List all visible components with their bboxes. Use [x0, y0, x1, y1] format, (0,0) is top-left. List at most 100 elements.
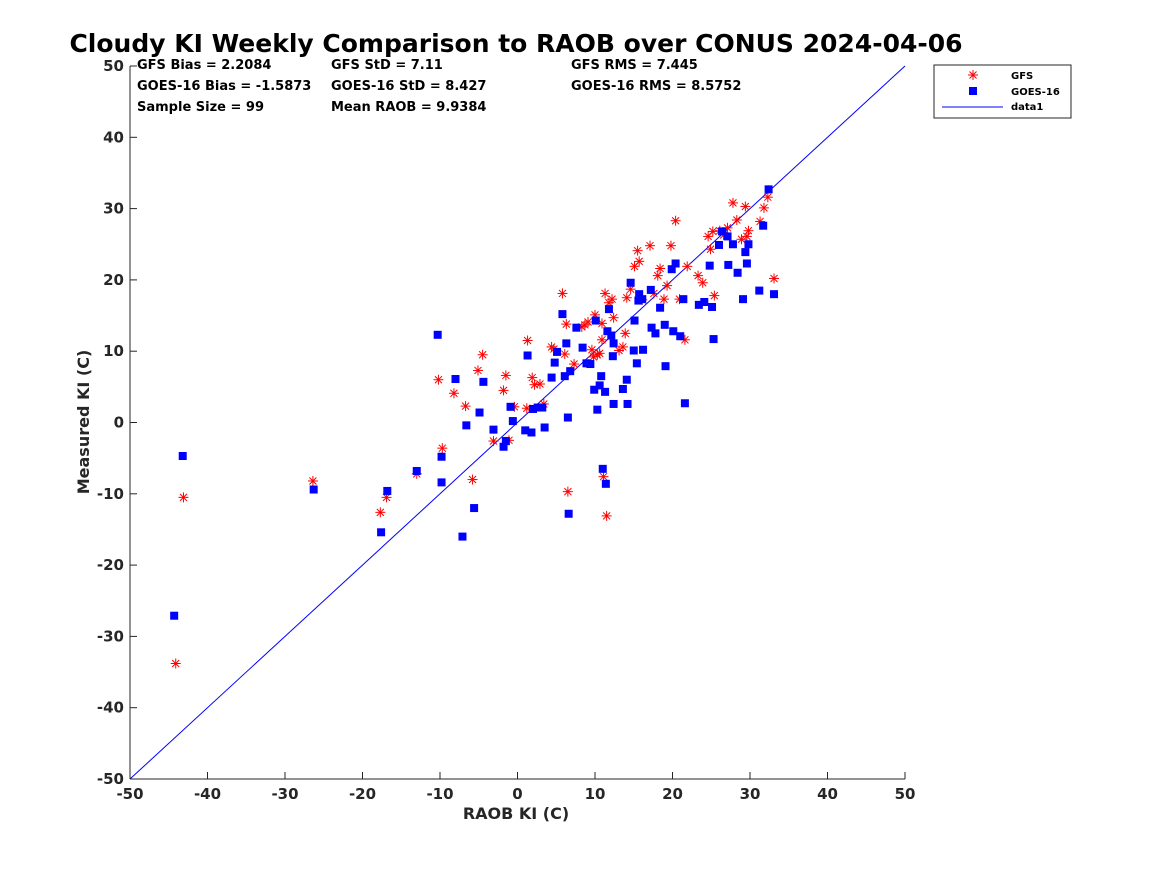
- axes: -50 -40 -30 -20 -10 0 10 20 30 40 50 -50-40-30-20-…: [97, 57, 916, 803]
- goes16-point: [564, 509, 573, 518]
- gfs-point: [601, 510, 612, 521]
- goes16-point: [523, 351, 532, 360]
- gfs-point: [652, 270, 663, 281]
- goes16-point: [547, 373, 556, 382]
- y-tick-label: -50: [97, 770, 124, 788]
- goes16-point: [661, 362, 670, 371]
- goes16-point: [638, 295, 647, 304]
- y-tick-label: -30: [97, 627, 124, 645]
- goes16-point: [383, 486, 392, 495]
- goes16-point: [626, 278, 635, 287]
- goes16-point: [593, 405, 602, 414]
- stat-goes-bias: GOES-16 Bias = -1.5873: [137, 79, 311, 94]
- gfs-point: [608, 312, 619, 323]
- gfs-point: [561, 319, 572, 330]
- legend-symbol-gfs: [968, 70, 978, 80]
- x-tick-label: -20: [349, 785, 376, 803]
- goes16-point: [700, 298, 709, 307]
- y-tick-label: 20: [103, 271, 124, 289]
- goes16-point: [728, 240, 737, 249]
- legend-label-gfs: GFS: [1011, 71, 1033, 82]
- gfs-point: [620, 328, 631, 339]
- stat-sample-size: Sample Size = 99: [137, 100, 264, 115]
- goes16-point: [178, 452, 187, 461]
- stat-gfs-bias: GFS Bias = 2.2084: [137, 58, 271, 73]
- gfs-point: [472, 365, 483, 376]
- gfs-point: [705, 244, 716, 255]
- x-tick-label: 20: [662, 785, 683, 803]
- goes16-point: [479, 377, 488, 386]
- goes16-point: [660, 320, 669, 329]
- goes16-point: [709, 335, 718, 344]
- gfs-point: [665, 240, 676, 251]
- goes16-point: [170, 611, 179, 620]
- goes16-point: [742, 259, 751, 268]
- legend-symbol-goes16: [969, 87, 977, 95]
- goes16-point: [475, 408, 484, 417]
- goes16-point: [538, 403, 547, 412]
- gfs-point: [559, 349, 570, 360]
- goes16-point: [590, 385, 599, 394]
- goes16-point: [679, 295, 688, 304]
- goes16-point: [733, 268, 742, 277]
- y-tick-label: 10: [103, 342, 124, 360]
- series-gfs: [170, 192, 780, 669]
- gfs-point: [655, 263, 666, 274]
- goes16-point: [632, 359, 641, 368]
- goes16-point: [309, 485, 318, 494]
- goes16-point: [499, 442, 508, 451]
- goes16-point: [586, 360, 595, 369]
- gfs-point: [736, 234, 747, 245]
- gfs-point: [594, 348, 605, 359]
- legend-label-goes16: GOES-16: [1011, 87, 1060, 98]
- legend: GFS GOES-16 data1: [933, 64, 1072, 119]
- gfs-point: [662, 280, 673, 291]
- goes16-point: [533, 403, 542, 412]
- gfs-point: [621, 292, 632, 303]
- goes16-point: [527, 428, 536, 437]
- goes16-point: [566, 367, 575, 376]
- x-tick-label: 30: [740, 785, 761, 803]
- gfs-point: [448, 388, 459, 399]
- goes16-point: [770, 290, 779, 299]
- y-tick-label: 0: [114, 414, 124, 432]
- gfs-point: [629, 261, 640, 272]
- gfs-point: [707, 226, 718, 237]
- goes16-point: [598, 464, 607, 473]
- gfs-point: [727, 197, 738, 208]
- gfs-point: [586, 344, 597, 355]
- goes16-point: [607, 331, 616, 340]
- goes16-point: [759, 221, 768, 230]
- goes16-point: [508, 417, 517, 426]
- x-tick-label: -10: [426, 785, 453, 803]
- goes16-point: [558, 310, 567, 319]
- x-axis-label: RAOB KI (C): [463, 804, 569, 823]
- gfs-point: [607, 294, 618, 305]
- stat-gfs-std: GFS StD = 7.11: [331, 58, 443, 73]
- gfs-point: [743, 225, 754, 236]
- goes16-point: [550, 358, 559, 367]
- gfs-point: [769, 273, 780, 284]
- gfs-point: [460, 401, 471, 412]
- goes16-point: [553, 347, 562, 356]
- goes16-point: [718, 227, 727, 236]
- goes16-point: [489, 425, 498, 434]
- goes16-point: [563, 413, 572, 422]
- gfs-point: [600, 288, 611, 299]
- goes16-point: [458, 532, 467, 541]
- goes16-point: [529, 404, 537, 413]
- goes16-point: [470, 504, 479, 513]
- goes16-point: [501, 437, 510, 446]
- goes16-point: [629, 346, 638, 355]
- gfs-point: [557, 288, 568, 299]
- gfs-point: [381, 492, 392, 503]
- goes16-point: [630, 316, 639, 325]
- gfs-point: [697, 277, 708, 288]
- plot-area: [129, 65, 906, 780]
- y-tick-label: 50: [103, 57, 124, 75]
- goes16-point: [656, 303, 665, 312]
- stat-goes-rms: GOES-16 RMS = 8.5752: [571, 79, 741, 94]
- y-tick-label: -40: [97, 699, 124, 717]
- goes16-point: [578, 343, 587, 352]
